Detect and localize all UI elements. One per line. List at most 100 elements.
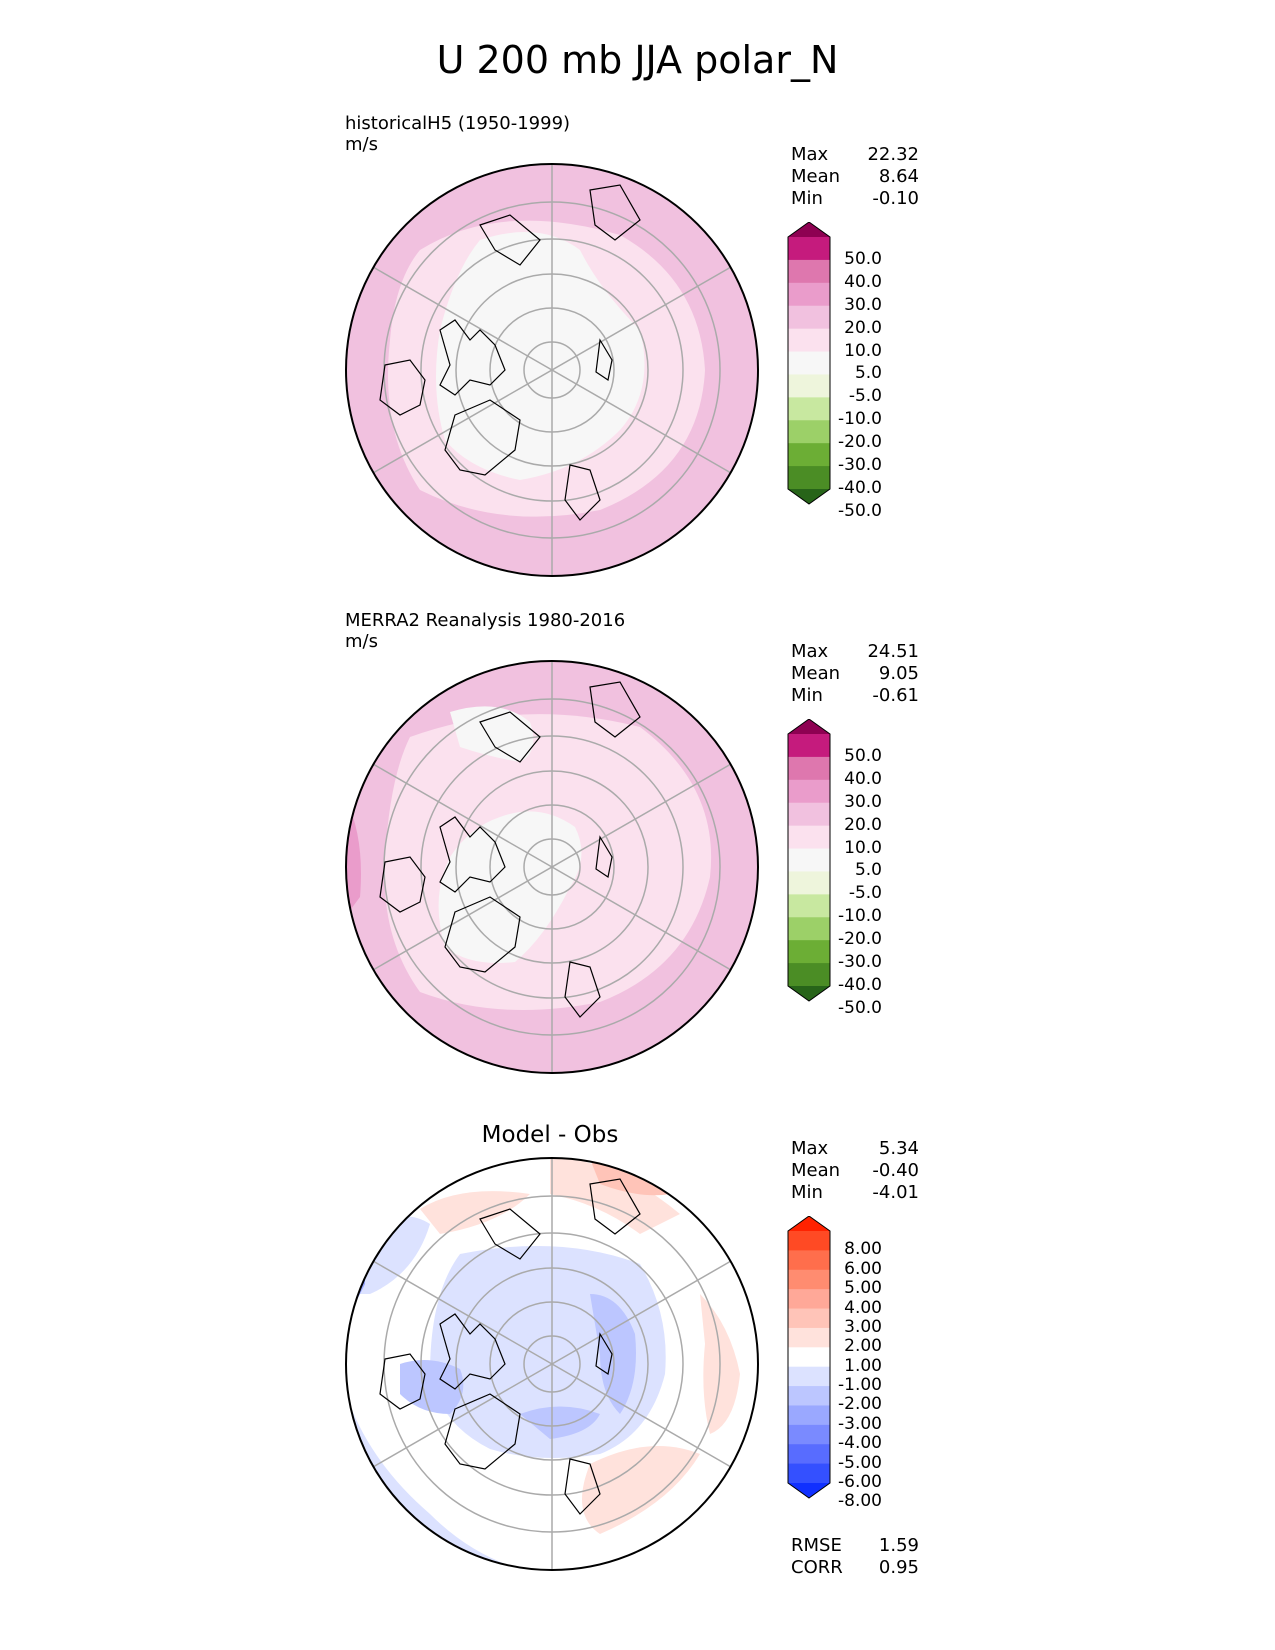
map-boundary	[345, 660, 759, 1074]
panel-diff-map	[345, 1157, 759, 1571]
colorbar-tick-label: 50.0	[844, 745, 882, 766]
colorbar-tick-label: 4.00	[844, 1297, 882, 1318]
panel-ref-map	[345, 660, 759, 1074]
colorbar-tick-label: 3.00	[844, 1316, 882, 1337]
contour-neg3-neg2-c	[520, 1406, 600, 1439]
map-boundary	[345, 1157, 759, 1571]
contour-1-2-a	[550, 1158, 680, 1234]
stat-mean: Mean -0.40	[791, 1160, 919, 1181]
panel-ref-title: MERRA2 Reanalysis 1980-2016 m/s	[345, 610, 625, 652]
colorbar-extend-min	[788, 986, 830, 1001]
colorbar-tick-label: 30.0	[844, 294, 882, 315]
colorbar-segment	[788, 894, 830, 918]
colorbar-segment	[788, 328, 830, 353]
colorbar-segment	[788, 1308, 830, 1329]
colorbar-tick-label: 30.0	[844, 791, 882, 812]
colorbar-tick-label: -5.00	[838, 1452, 882, 1473]
colorbar-tick-label: -50.0	[838, 997, 882, 1018]
panel-ref-stats: Max 24.51 Mean 9.05 Min -0.61	[791, 641, 919, 707]
colorbar-segment	[788, 963, 830, 987]
colorbar-segment	[788, 1366, 830, 1387]
panel-ref-colorbar	[787, 719, 831, 1002]
colorbar-segment	[788, 282, 830, 307]
colorbar-tick-label: 10.0	[844, 837, 882, 858]
colorbar-segment	[788, 871, 830, 895]
contour-neg5-5-b	[438, 811, 582, 963]
colorbar-segment	[788, 1289, 830, 1310]
panel-diff-stats: Max 5.34 Mean -0.40 Min -4.01	[791, 1138, 919, 1204]
coastlines	[379, 681, 641, 1018]
colorbar-segment	[788, 1405, 830, 1426]
contour-1-2-d	[582, 1446, 700, 1534]
graticule	[372, 164, 732, 576]
stat-min: Min -0.61	[791, 685, 919, 706]
panel-test-colorbar	[787, 222, 831, 505]
colorbar-tick-label: 1.00	[844, 1355, 882, 1376]
panel-test-stats: Max 22.32 Mean 8.64 Min -0.10	[791, 144, 919, 210]
colorbar-segment	[788, 1347, 830, 1368]
colorbar-outline	[787, 719, 831, 1002]
panel-ref: MERRA2 Reanalysis 1980-2016 m/s Max 24.51…	[0, 497, 1275, 1074]
colorbar-segment	[788, 802, 830, 827]
colorbar-extend-max	[788, 719, 830, 734]
colorbar-segment	[788, 940, 830, 964]
colorbar-segment	[788, 259, 830, 284]
colorbar-segment	[788, 756, 830, 781]
panel-test-map	[345, 163, 759, 577]
colorbar-segment	[788, 1386, 830, 1406]
panel-diff-extra-stats: RMSE 1.59 CORR 0.95	[791, 1535, 919, 1579]
panel-ref-title-line: MERRA2 Reanalysis 1980-2016	[345, 610, 626, 631]
colorbar-segment	[788, 397, 830, 421]
colorbar-segment	[788, 1269, 830, 1290]
colorbar-extend-max	[788, 1216, 830, 1231]
colorbar-segment	[788, 1250, 830, 1271]
colorbar-tick-label: -30.0	[838, 952, 882, 973]
colorbar-tick-label: -30.0	[838, 455, 882, 476]
colorbar-tick-label: -6.00	[838, 1472, 882, 1492]
colorbar-tick-label: -8.00	[838, 1491, 882, 1512]
colorbar-segment	[788, 779, 830, 804]
stat-max: Max 5.34	[791, 1138, 919, 1159]
colorbar-tick-label: -20.0	[838, 929, 882, 950]
colorbar-tick-label: -40.0	[838, 478, 882, 498]
stat-max: Max 22.32	[791, 144, 919, 165]
colorbar-segment	[788, 351, 830, 375]
colorbar-segment	[788, 443, 830, 467]
colorbar-tick-label: 40.0	[844, 768, 882, 789]
colorbar-segment	[788, 466, 830, 490]
panel-test-title-line: historicalH5 (1950-1999)	[345, 113, 571, 134]
colorbar-extend-max	[788, 222, 830, 237]
colorbar-segment	[788, 420, 830, 444]
colorbar-segment	[788, 1327, 830, 1348]
colorbar-segment	[788, 1424, 830, 1445]
colorbar-tick-label: -4.00	[838, 1433, 882, 1454]
colorbar-extend-min	[788, 489, 830, 504]
coastlines	[379, 184, 641, 521]
colorbar-tick-label: 5.00	[844, 1278, 882, 1299]
coastlines	[379, 1178, 641, 1515]
colorbar-segment	[788, 1231, 830, 1251]
colorbar-tick-label: 8.00	[844, 1239, 882, 1260]
panel-diff-title: Model - Obs	[481, 1122, 619, 1148]
colorbar-tick-label: 2.00	[844, 1336, 882, 1357]
colorbar-tick-label: 5.0	[854, 363, 882, 384]
colorbar-tick-label: -50.0	[838, 500, 882, 521]
colorbar-tick-label: 40.0	[844, 271, 882, 292]
stat-rmse: RMSE 1.59	[791, 1535, 919, 1556]
colorbar-tick-label: 6.00	[844, 1258, 882, 1279]
colorbar-tick-label: -10.0	[838, 906, 882, 927]
colorbar-tick-label: -10.0	[838, 409, 882, 430]
colorbar-tick-label: 50.0	[844, 248, 882, 269]
colorbar-segment	[788, 848, 830, 872]
panel-test: historicalH5 (1950-1999) m/s Max 22.32 Me…	[0, 0, 1275, 577]
panel-test-title: historicalH5 (1950-1999) m/s	[345, 113, 570, 155]
graticule	[372, 661, 732, 1073]
stat-mean: Mean 8.64	[791, 166, 919, 187]
colorbar-segment	[788, 734, 830, 758]
map-boundary	[345, 163, 759, 577]
colorbar-tick-label: 20.0	[844, 814, 882, 835]
stat-min: Min -0.10	[791, 188, 919, 209]
figure-title: U 200 mb JJA polar_N	[436, 38, 839, 82]
colorbar-tick-label: 5.0	[854, 860, 882, 881]
colorbar-segment	[788, 237, 830, 261]
